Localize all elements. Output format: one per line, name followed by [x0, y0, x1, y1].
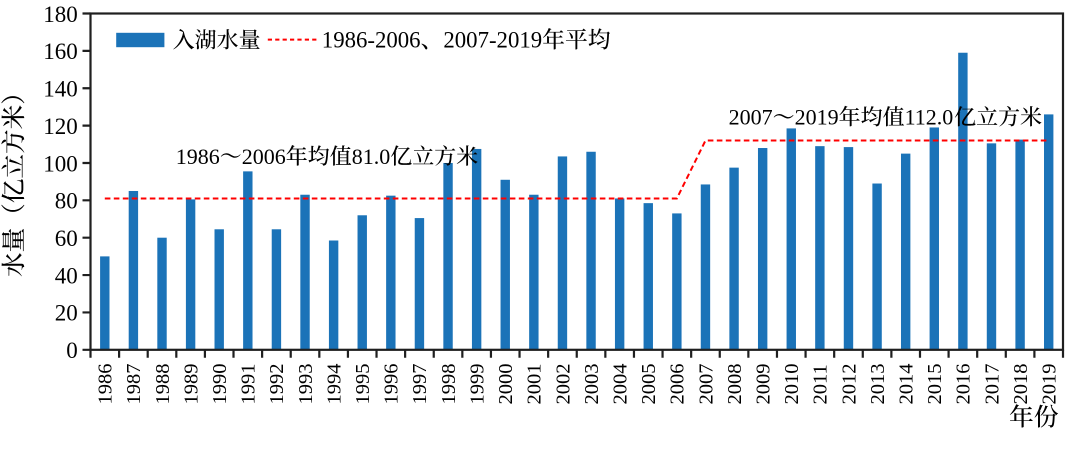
- svg-text:1998: 1998: [438, 364, 460, 405]
- svg-text:1986: 1986: [176, 144, 220, 169]
- svg-text:2011: 2011: [810, 364, 832, 404]
- svg-text:1992: 1992: [266, 364, 288, 405]
- svg-text:40: 40: [55, 263, 78, 288]
- svg-text:2005: 2005: [638, 364, 660, 405]
- svg-text:1989: 1989: [180, 364, 202, 405]
- svg-text:1993: 1993: [295, 364, 317, 405]
- svg-text:2007: 2007: [729, 105, 773, 130]
- svg-text:1997: 1997: [409, 364, 431, 405]
- svg-text:2017: 2017: [981, 364, 1003, 405]
- svg-text:1988: 1988: [152, 364, 174, 405]
- svg-text:1990: 1990: [209, 364, 231, 405]
- svg-text:2002: 2002: [552, 364, 574, 405]
- svg-text:2019: 2019: [1039, 364, 1061, 405]
- svg-text:2009: 2009: [752, 364, 774, 405]
- svg-text:1996: 1996: [381, 364, 403, 405]
- svg-text:2001: 2001: [524, 364, 546, 405]
- svg-text:0: 0: [66, 338, 78, 363]
- svg-text:1995: 1995: [352, 364, 374, 405]
- svg-text:2000: 2000: [495, 364, 517, 405]
- svg-text:2008: 2008: [724, 364, 746, 405]
- svg-text:2014: 2014: [895, 364, 917, 405]
- svg-text:1987: 1987: [123, 364, 145, 405]
- svg-text:112.0: 112.0: [905, 105, 954, 130]
- svg-text:2010: 2010: [781, 364, 803, 405]
- svg-text:2012: 2012: [838, 364, 860, 405]
- svg-text:81.0: 81.0: [352, 144, 391, 169]
- svg-text:1999: 1999: [466, 364, 488, 405]
- svg-text:2018: 2018: [1010, 364, 1032, 405]
- svg-text:60: 60: [55, 226, 78, 251]
- svg-text:2006: 2006: [667, 364, 689, 405]
- svg-text:2013: 2013: [867, 364, 889, 405]
- svg-text:80: 80: [55, 189, 78, 214]
- svg-text:1994: 1994: [323, 364, 345, 405]
- svg-text:2007-2019: 2007-2019: [443, 28, 542, 53]
- svg-text:2007: 2007: [695, 364, 717, 405]
- svg-text:120: 120: [43, 114, 78, 139]
- svg-text:140: 140: [43, 77, 78, 102]
- svg-text:1986: 1986: [95, 364, 117, 405]
- svg-text:2015: 2015: [924, 364, 946, 405]
- svg-text:160: 160: [43, 39, 78, 64]
- svg-text:2004: 2004: [609, 364, 631, 405]
- svg-text:2006: 2006: [242, 144, 286, 169]
- svg-text:1991: 1991: [238, 364, 260, 405]
- svg-text:1986-2006: 1986-2006: [322, 28, 421, 53]
- svg-text:20: 20: [55, 301, 78, 326]
- svg-text:2019: 2019: [795, 105, 839, 130]
- svg-text:2016: 2016: [953, 364, 975, 405]
- svg-text:100: 100: [43, 151, 78, 176]
- svg-text:180: 180: [43, 2, 78, 27]
- svg-text:2003: 2003: [581, 364, 603, 405]
